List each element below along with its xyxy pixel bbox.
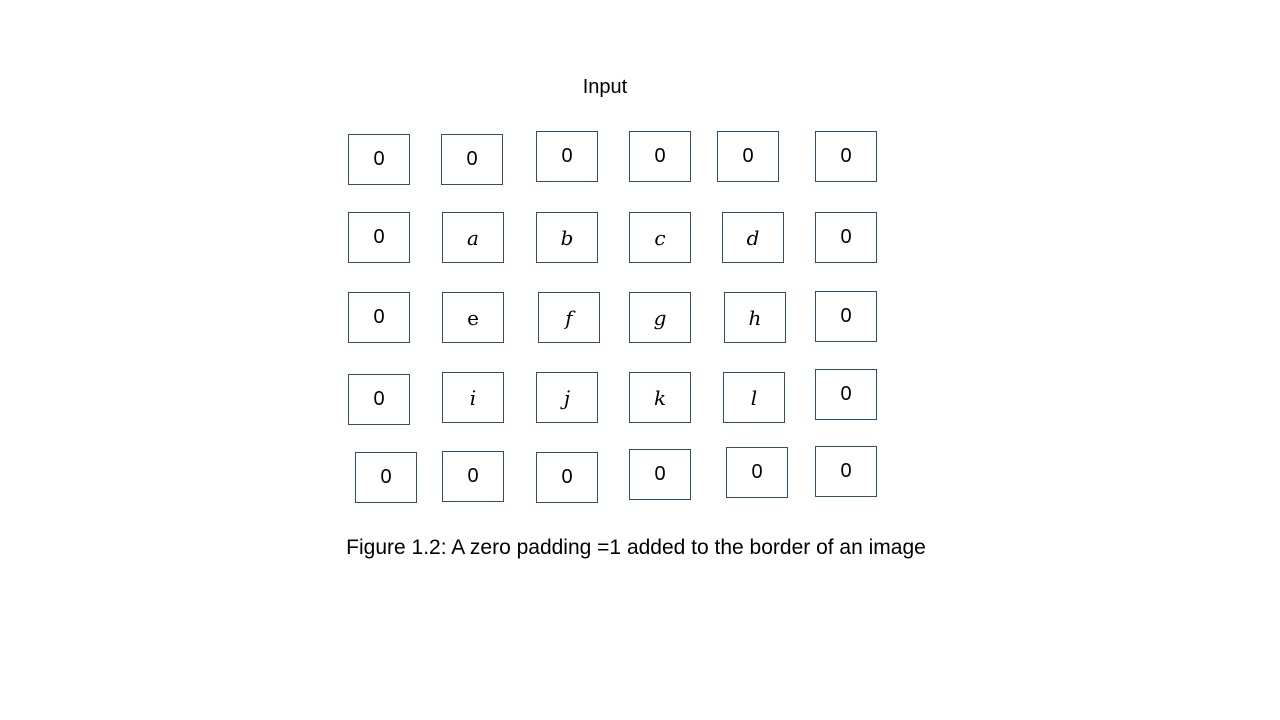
grid-cell-r2-c4: h bbox=[724, 292, 786, 343]
grid-cell-r3-c3: k bbox=[629, 372, 691, 423]
grid-cell-r2-c3: g bbox=[629, 292, 691, 343]
grid-cell-r1-c4: d bbox=[722, 212, 784, 263]
grid-cell-r2-c1: e bbox=[442, 292, 504, 343]
grid-cell-r1-c3: c bbox=[629, 212, 691, 263]
grid-cell-r1-c2: b bbox=[536, 212, 598, 263]
grid-cell-r3-c4: l bbox=[723, 372, 785, 423]
grid-cell-r4-c1: 0 bbox=[442, 451, 504, 502]
grid-cell-r4-c4: 0 bbox=[726, 447, 788, 498]
grid-cell-r4-c0: 0 bbox=[355, 452, 417, 503]
grid-cell-r1-c1: a bbox=[442, 212, 504, 263]
grid-cell-r0-c4: 0 bbox=[717, 131, 779, 182]
grid-cell-r3-c2: j bbox=[536, 372, 598, 423]
grid-cell-r2-c2: f bbox=[538, 292, 600, 343]
grid-cell-r3-c1: i bbox=[442, 372, 504, 423]
grid-cell-r1-c5: 0 bbox=[815, 212, 877, 263]
grid-cell-r0-c2: 0 bbox=[536, 131, 598, 182]
grid-cell-r0-c0: 0 bbox=[348, 134, 410, 185]
grid-cell-r1-c0: 0 bbox=[348, 212, 410, 263]
grid-cell-r0-c5: 0 bbox=[815, 131, 877, 182]
grid-cell-r3-c5: 0 bbox=[815, 369, 877, 420]
grid-cell-r4-c3: 0 bbox=[629, 449, 691, 500]
grid-cell-r3-c0: 0 bbox=[348, 374, 410, 425]
grid-cell-r0-c3: 0 bbox=[629, 131, 691, 182]
grid-cell-r2-c5: 0 bbox=[815, 291, 877, 342]
grid-cell-r0-c1: 0 bbox=[441, 134, 503, 185]
figure-caption: Figure 1.2: A zero padding =1 added to t… bbox=[346, 536, 926, 559]
grid-cell-r2-c0: 0 bbox=[348, 292, 410, 343]
diagram-title: Input bbox=[582, 76, 628, 98]
grid-cell-r4-c5: 0 bbox=[815, 446, 877, 497]
grid-cell-r4-c2: 0 bbox=[536, 452, 598, 503]
